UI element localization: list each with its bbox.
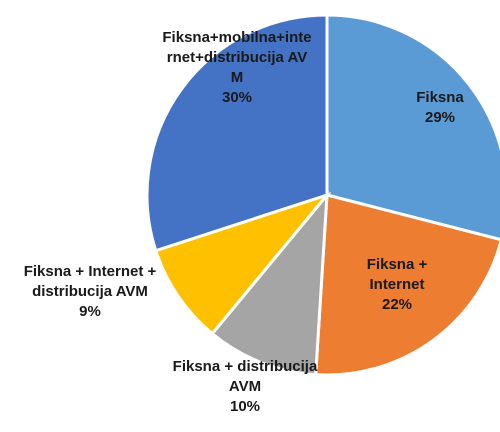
category-label: Fiksna + Internet [366,256,428,293]
category-label: Fiksna+mobilna+internet+distribucija AVM [162,29,312,86]
pie-slice [210,190,329,377]
slice-label: Fiksna 29% [390,88,490,128]
slice-label-box: Fiksna + Internet 22% [350,255,445,315]
pie-slice [145,13,329,253]
pie-slice [314,193,500,377]
value-label: 29% [424,109,456,126]
pie-slice [325,13,500,241]
value-label: 22% [381,296,413,313]
slice-label-box: Fiksna + distribucija AVM 10% [165,357,325,417]
slice-label-box: Fiksna 29% [390,88,490,128]
value-label: 9% [79,303,101,320]
slice-label: Fiksna + Internet 22% [350,255,445,315]
category-label: Fiksna + Internet + distribucija AVM [23,263,157,300]
pie-slice [153,191,332,336]
slice-label: Fiksna + distribucija AVM 10% [165,357,325,417]
slice-label: Fiksna+mobilna+internet+distribucija AVM… [162,28,312,108]
category-label: Fiksna [416,89,464,106]
slice-label-box: Fiksna+mobilna+internet+distribucija AVM… [162,28,312,108]
slice-label-box: Fiksna + Internet + distribucija AVM 9% [8,262,173,322]
value-label: 10% [229,398,261,415]
value-label: 30% [221,89,253,106]
category-label: Fiksna + distribucija AVM [172,358,318,395]
slice-label: Fiksna + Internet + distribucija AVM 9% [8,262,173,322]
